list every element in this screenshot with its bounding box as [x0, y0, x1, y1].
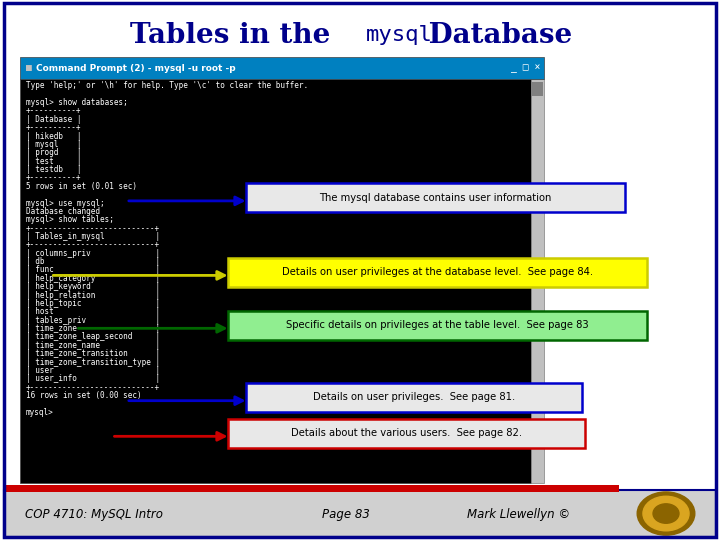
Text: +----------+: +----------+	[26, 173, 81, 183]
Text: Specific details on privileges at the table level.  See page 83: Specific details on privileges at the ta…	[286, 320, 589, 330]
Text: +---------------------------+: +---------------------------+	[26, 383, 160, 391]
Text: | time_zone_name            |: | time_zone_name |	[26, 341, 160, 350]
Text: | test     |: | test |	[26, 157, 81, 166]
Text: | help_relation             |: | help_relation |	[26, 291, 160, 300]
FancyBboxPatch shape	[20, 79, 531, 483]
Text: +----------+: +----------+	[26, 123, 81, 132]
Text: Database: Database	[419, 22, 572, 49]
Text: | Tables_in_mysql           |: | Tables_in_mysql |	[26, 232, 160, 241]
Text: | hikedb   |: | hikedb |	[26, 132, 81, 140]
Text: | progd    |: | progd |	[26, 148, 81, 157]
Text: mysql>: mysql>	[26, 408, 54, 417]
Text: Command Prompt (2) - mysql -u root -p: Command Prompt (2) - mysql -u root -p	[36, 64, 235, 72]
Text: | help_category             |: | help_category |	[26, 274, 160, 283]
FancyBboxPatch shape	[4, 485, 619, 492]
Text: +---------------------------+: +---------------------------+	[26, 240, 160, 249]
Text: | user                      |: | user |	[26, 366, 160, 375]
FancyBboxPatch shape	[228, 258, 647, 287]
Text: Page 83: Page 83	[322, 508, 369, 521]
Text: | tables_priv               |: | tables_priv |	[26, 316, 160, 325]
Text: +----------+: +----------+	[26, 106, 81, 116]
Text: mysql> show databases;: mysql> show databases;	[26, 98, 127, 107]
Circle shape	[637, 492, 695, 535]
Text: COP 4710: MySQL Intro: COP 4710: MySQL Intro	[24, 508, 163, 521]
Text: 16 rows in set (0.00 sec): 16 rows in set (0.00 sec)	[26, 391, 142, 400]
FancyBboxPatch shape	[4, 490, 716, 537]
FancyBboxPatch shape	[246, 183, 625, 212]
Text: Details on user privileges at the database level.  See page 84.: Details on user privileges at the databa…	[282, 267, 593, 277]
Text: _ □ ×: _ □ ×	[510, 63, 540, 73]
Text: | time_zone                 |: | time_zone |	[26, 324, 160, 333]
Text: Details on user privileges.  See page 81.: Details on user privileges. See page 81.	[313, 393, 515, 402]
Text: | help_topic                |: | help_topic |	[26, 299, 160, 308]
FancyBboxPatch shape	[20, 57, 544, 79]
Text: | mysql    |: | mysql |	[26, 140, 81, 149]
Text: | time_zone_leap_second     |: | time_zone_leap_second |	[26, 333, 160, 341]
Text: ■: ■	[26, 63, 32, 73]
Text: | func                      |: | func |	[26, 266, 160, 274]
Circle shape	[653, 504, 679, 523]
Text: 5 rows in set (0.01 sec): 5 rows in set (0.01 sec)	[26, 182, 137, 191]
Text: +---------------------------+: +---------------------------+	[26, 224, 160, 233]
Text: mysql> show tables;: mysql> show tables;	[26, 215, 114, 224]
Text: Type 'help;' or '\h' for help. Type '\c' to clear the buffer.: Type 'help;' or '\h' for help. Type '\c'…	[26, 82, 308, 90]
Text: mysql: mysql	[366, 25, 433, 45]
Text: | Database |: | Database |	[26, 115, 81, 124]
FancyBboxPatch shape	[531, 82, 543, 96]
Text: | user_info                 |: | user_info |	[26, 374, 160, 383]
Text: | columns_priv              |: | columns_priv |	[26, 249, 160, 258]
Text: | host                      |: | host |	[26, 307, 160, 316]
FancyBboxPatch shape	[228, 418, 585, 448]
FancyBboxPatch shape	[531, 79, 544, 483]
Text: mysql> use mysql;: mysql> use mysql;	[26, 199, 104, 207]
Text: | time_zone_transition      |: | time_zone_transition |	[26, 349, 160, 358]
Text: | help_keyword              |: | help_keyword |	[26, 282, 160, 291]
Text: | db                        |: | db |	[26, 257, 160, 266]
Circle shape	[643, 496, 689, 531]
FancyBboxPatch shape	[228, 310, 647, 340]
Text: | testdb   |: | testdb |	[26, 165, 81, 174]
Text: The mysql database contains user information: The mysql database contains user informa…	[320, 193, 552, 202]
Text: Tables in the: Tables in the	[130, 22, 340, 49]
Text: | time_zone_transition_type |: | time_zone_transition_type |	[26, 357, 160, 367]
Text: Database changed: Database changed	[26, 207, 100, 216]
Text: Details about the various users.  See page 82.: Details about the various users. See pag…	[291, 428, 523, 438]
Text: Mark Llewellyn ©: Mark Llewellyn ©	[467, 508, 570, 521]
FancyBboxPatch shape	[246, 383, 582, 412]
